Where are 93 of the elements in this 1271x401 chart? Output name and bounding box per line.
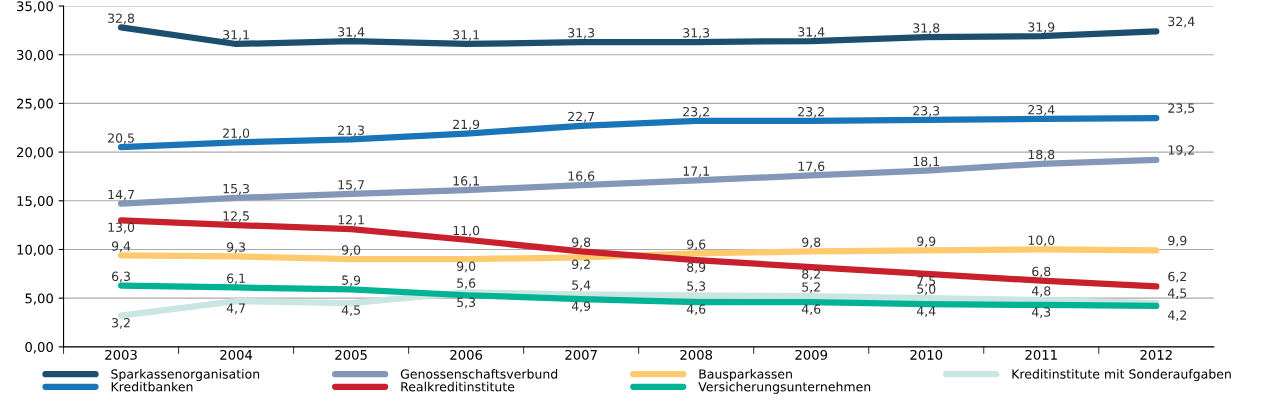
data-label: 23,5 — [1168, 103, 1195, 115]
data-label: 9,0 — [456, 261, 476, 273]
data-label: 10,0 — [1028, 235, 1055, 247]
data-label: 14,7 — [108, 189, 134, 201]
data-label: 31,4 — [798, 27, 825, 38]
data-label: 15,3 — [223, 183, 249, 195]
legend-label: Versicherungsunternehmen — [698, 381, 871, 394]
data-label: 5,3 — [457, 297, 476, 309]
data-label: 4,5 — [341, 305, 360, 317]
data-label: 31,4 — [338, 27, 365, 38]
x-tick-label: 2003 — [105, 349, 137, 360]
x-tick-label: 2010 — [910, 349, 943, 360]
data-label: 12,1 — [338, 215, 364, 226]
data-label: 31,1 — [223, 30, 249, 41]
data-label: 17,1 — [683, 166, 709, 178]
legend-label: Kreditbanken — [111, 381, 193, 392]
x-tick-label: 2009 — [795, 349, 828, 360]
data-label: 9,2 — [572, 259, 590, 271]
y-tick-label: 0,00 — [25, 342, 53, 354]
data-label: 18,1 — [913, 156, 939, 168]
y-tick-label: 10,00 — [17, 244, 53, 257]
data-label: 23,2 — [683, 106, 709, 118]
y-tick-label: 30,00 — [17, 49, 53, 62]
data-label: 4,6 — [686, 304, 706, 316]
legend-label: Bausparkassen — [699, 369, 792, 382]
data-label: 9,9 — [917, 236, 936, 248]
data-label: 21,9 — [453, 119, 480, 131]
x-tick-label: 2004 — [220, 349, 253, 360]
data-label: 31,1 — [453, 30, 479, 41]
data-label: 8,2 — [802, 269, 820, 281]
data-label: 32,4 — [1168, 16, 1195, 28]
y-tick-label: 20,00 — [17, 147, 53, 159]
data-label: 4,4 — [916, 306, 936, 318]
y-tick-label: 5,00 — [25, 293, 53, 305]
data-label: 6,1 — [227, 273, 245, 285]
data-label: 31,3 — [568, 28, 595, 39]
data-label: 12,5 — [223, 211, 249, 222]
data-label: 18,8 — [1028, 149, 1055, 161]
data-label: 21,0 — [223, 128, 250, 140]
data-label: 17,6 — [798, 161, 825, 173]
data-label: 9,9 — [1168, 235, 1187, 247]
data-label: 6,8 — [1032, 266, 1051, 278]
data-label: 5,6 — [457, 278, 476, 290]
data-label: 6,3 — [112, 271, 130, 283]
data-label: 31,9 — [1028, 22, 1055, 33]
legend-label: Sparkassenorganisation — [111, 369, 260, 382]
data-label: 20,5 — [108, 133, 134, 144]
data-label: 21,3 — [338, 125, 365, 137]
data-label: 9,8 — [572, 237, 591, 249]
legend-label: Realkreditinstitute — [401, 381, 515, 392]
data-label: 9,3 — [226, 242, 246, 254]
data-label: 5,4 — [572, 280, 591, 292]
data-label: 32,8 — [108, 13, 135, 25]
x-tick-label: 2008 — [680, 349, 713, 360]
data-label: 15,7 — [338, 180, 364, 191]
data-label: 23,3 — [913, 106, 940, 117]
data-label: 4,7 — [226, 303, 245, 315]
x-tick-label: 2006 — [450, 349, 483, 360]
data-label: 8,9 — [687, 262, 706, 274]
data-label: 3,2 — [112, 318, 130, 329]
data-label: 11,0 — [453, 225, 480, 237]
data-label: 4,5 — [1168, 288, 1187, 300]
data-label: 31,3 — [683, 28, 710, 39]
data-label: 19,2 — [1168, 145, 1194, 156]
x-tick-label: 2005 — [335, 349, 367, 360]
data-label: 4,6 — [801, 304, 821, 316]
data-label: 9,8 — [802, 237, 821, 249]
data-label: 4,8 — [1031, 286, 1051, 297]
data-label: 4,3 — [1031, 307, 1051, 319]
data-label: 13,0 — [108, 222, 135, 234]
data-label: 16,6 — [568, 171, 595, 182]
data-label: 9,6 — [687, 239, 706, 251]
data-label: 23,4 — [1028, 105, 1055, 116]
x-tick-label: 2012 — [1140, 349, 1172, 360]
data-label: 23,2 — [798, 106, 824, 118]
data-label: 31,8 — [913, 23, 940, 34]
data-label: 6,2 — [1168, 271, 1187, 283]
y-tick-label: 35,00 — [17, 1, 53, 13]
data-label: 9,0 — [341, 245, 361, 256]
y-tick-label: 25,00 — [17, 98, 53, 110]
data-label: 4,9 — [571, 301, 591, 313]
data-label: 22,7 — [568, 111, 595, 123]
data-label: 16,1 — [453, 176, 479, 187]
x-tick-label: 2011 — [1025, 349, 1057, 360]
data-label: 9,4 — [111, 241, 131, 253]
y-tick-label: 15,00 — [17, 196, 53, 208]
legend-label: Genossenschaftsverbund — [400, 369, 558, 379]
data-label: 4,2 — [1168, 310, 1187, 322]
data-label: 5,3 — [687, 281, 706, 293]
data-label: 5,2 — [802, 282, 820, 293]
data-label: 5,9 — [342, 275, 361, 287]
legend-label: Kreditinstitute mit Sonderaufgaben — [1012, 369, 1231, 382]
x-tick-label: 2007 — [565, 349, 597, 360]
